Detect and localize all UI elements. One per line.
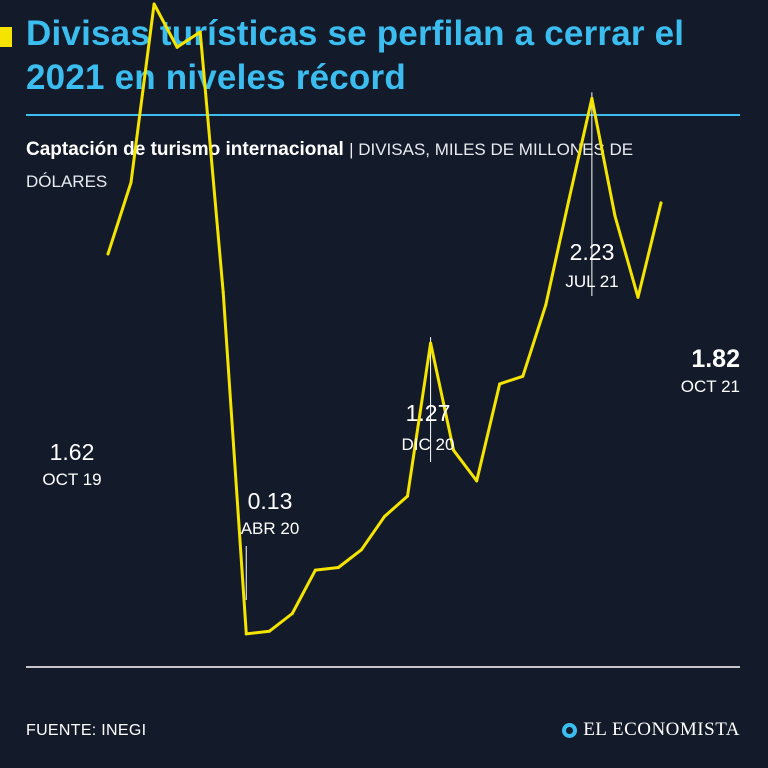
annotation-leaders — [245, 92, 593, 600]
data-label-value: 2.23 — [570, 239, 615, 265]
data-point — [659, 201, 663, 205]
data-point — [498, 382, 502, 386]
data-point — [475, 479, 479, 483]
data-point — [152, 2, 156, 6]
data-point — [244, 632, 248, 636]
data-label-value: 0.13 — [248, 488, 293, 514]
data-label-date: JUL 21 — [565, 272, 618, 291]
data-point — [175, 45, 179, 49]
subtitle-main: Captación de turismo internacional — [26, 139, 344, 160]
data-point — [106, 252, 110, 256]
data-point — [290, 611, 294, 615]
data-label-date: DIC 20 — [402, 435, 455, 454]
data-point — [452, 448, 456, 452]
data-point — [129, 181, 133, 184]
data-point — [336, 566, 340, 570]
annotation-labels: 1.62 OCT 19 0.13 ABR 20 1.27 DIC 20 2.23 JUL 21… — [42, 239, 740, 538]
brand-logo: EL ECONOMISTA — [562, 719, 740, 741]
data-point — [313, 568, 317, 572]
source-note: FUENTE: INEGI — [26, 722, 147, 739]
data-point — [383, 515, 386, 519]
data-point — [406, 494, 410, 498]
data-point — [544, 303, 548, 307]
data-label-value: 1.82 — [691, 345, 740, 373]
data-label-date: OCT 19 — [42, 470, 101, 489]
page-title: Divisas turísticas se perfilan a cerrar … — [26, 14, 685, 97]
data-point — [267, 629, 271, 633]
data-point — [636, 295, 640, 299]
data-point — [359, 548, 363, 552]
title-accent-bar — [0, 27, 12, 47]
data-points — [106, 2, 663, 636]
data-label-value: 1.62 — [50, 439, 95, 465]
data-label-date: OCT 21 — [681, 377, 740, 396]
data-point — [429, 341, 433, 345]
data-point — [198, 30, 202, 34]
title-divider — [26, 114, 740, 116]
brand-globe-icon — [562, 722, 578, 738]
series-line-divisas — [106, 2, 663, 636]
data-label-value: 1.27 — [406, 400, 451, 426]
brand-name: EL ECONOMISTA — [583, 719, 740, 740]
chart-subtitle: Captación de turismo internacional | DIV… — [26, 134, 706, 198]
data-point — [521, 374, 525, 378]
data-point — [590, 96, 594, 100]
data-point — [221, 290, 225, 294]
data-label-date: ABR 20 — [241, 519, 300, 538]
subtitle-units: | DIVISAS, MILES DE MILLONES DE DÓLARES — [26, 140, 634, 191]
data-point — [613, 214, 617, 218]
data-point — [567, 198, 571, 202]
